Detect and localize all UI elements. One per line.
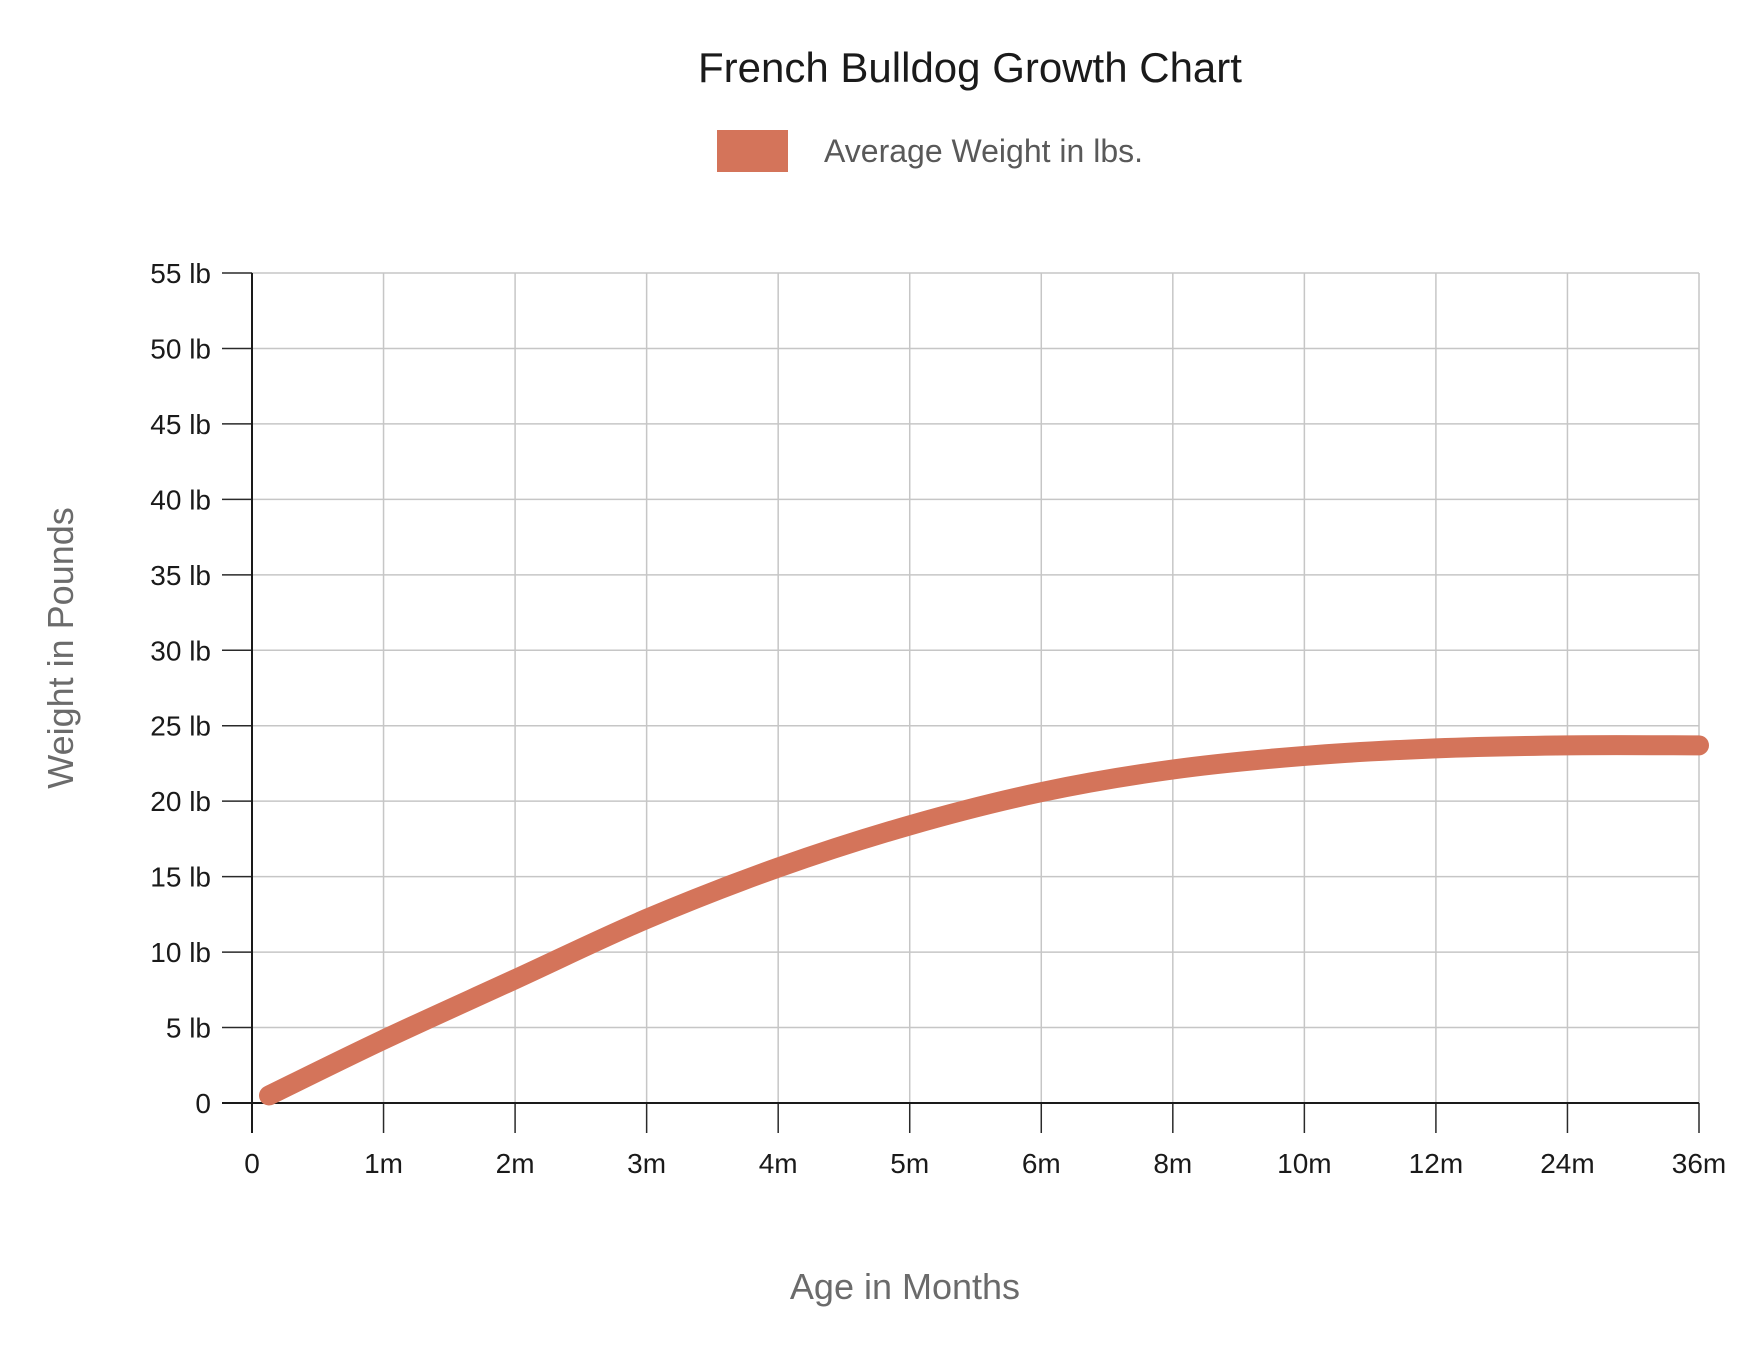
- y-tick-label: 35 lb: [150, 560, 211, 591]
- y-tick-label: 20 lb: [150, 786, 211, 817]
- x-tick-label: 2m: [496, 1148, 535, 1179]
- x-tick-label: 4m: [759, 1148, 798, 1179]
- x-tick-label: 6m: [1022, 1148, 1061, 1179]
- y-tick-label: 5 lb: [166, 1013, 211, 1044]
- y-tick-label: 45 lb: [150, 409, 211, 440]
- chart-title: French Bulldog Growth Chart: [698, 44, 1242, 91]
- y-tick-label: 40 lb: [150, 484, 211, 515]
- x-tick-label: 36m: [1672, 1148, 1726, 1179]
- y-tick-labels: 0 5 lb 10 lb 15 lb 20 lb 25 lb 30 lb 35 lb 40 lb…: [150, 258, 211, 1119]
- y-tick-label: 55 lb: [150, 258, 211, 289]
- x-tick-label: 3m: [627, 1148, 666, 1179]
- x-tick-label: 8m: [1153, 1148, 1192, 1179]
- y-tick-label: 0: [195, 1088, 211, 1119]
- y-tick-label: 25 lb: [150, 711, 211, 742]
- y-tick-label: 30 lb: [150, 635, 211, 666]
- y-tick-label: 10 lb: [150, 937, 211, 968]
- x-tick-label: 1m: [364, 1148, 403, 1179]
- x-axis-title: Age in Months: [790, 1266, 1020, 1307]
- series-layer: [259, 735, 1709, 1106]
- grid: [252, 272, 1700, 1103]
- y-axis-title: Weight in Pounds: [40, 507, 81, 789]
- legend-label: Average Weight in lbs.: [824, 132, 1143, 169]
- x-tick-label: 10m: [1277, 1148, 1331, 1179]
- legend: Average Weight in lbs.: [717, 130, 1143, 172]
- x-tick-label: 5m: [890, 1148, 929, 1179]
- x-tick-label: 0: [244, 1148, 260, 1179]
- y-tick-label: 15 lb: [150, 862, 211, 893]
- series-line-average-weight: [259, 735, 1709, 1106]
- x-tick-label: 12m: [1409, 1148, 1463, 1179]
- x-tick-labels: 0 1m 2m 3m 4m 5m 6m 8m 10m 12m 24m 36m: [244, 1148, 1726, 1179]
- axes: [222, 272, 1700, 1133]
- legend-swatch: [717, 130, 788, 172]
- y-tick-label: 50 lb: [150, 333, 211, 364]
- x-tick-label: 24m: [1540, 1148, 1594, 1179]
